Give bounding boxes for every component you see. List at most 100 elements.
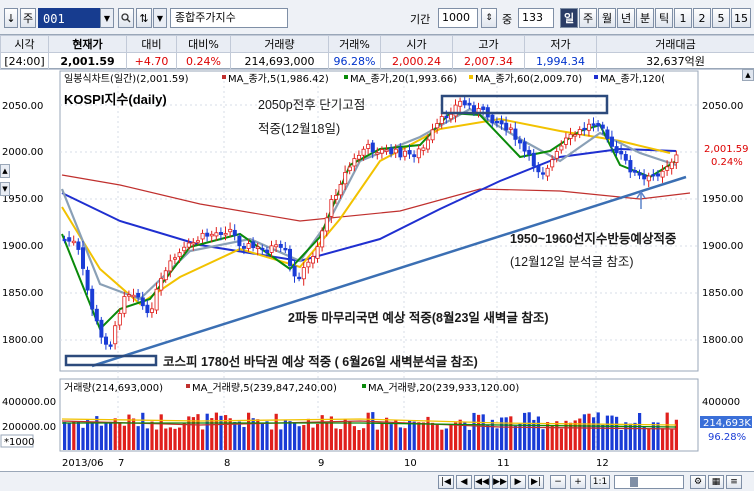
period-input[interactable]: 1000: [438, 8, 478, 28]
code-dropdown-button[interactable]: ▼: [100, 8, 114, 28]
volume-bar: [311, 427, 315, 450]
candle-body: [642, 174, 647, 180]
tab-15[interactable]: 15: [731, 8, 751, 28]
volume-bar: [647, 428, 651, 450]
zoom-slider[interactable]: [614, 475, 684, 489]
volume-bar: [569, 422, 573, 450]
header-high: 고가: [452, 35, 525, 53]
volume-bar: [118, 422, 122, 450]
candle-body: [122, 296, 127, 314]
volume-bar: [260, 422, 264, 450]
menu-button[interactable]: ≡: [726, 475, 742, 489]
count-label: 중: [502, 13, 513, 26]
volume-bar: [251, 418, 255, 450]
candle-body: [550, 159, 555, 168]
candle-body: [504, 122, 509, 131]
candle-body: [633, 170, 638, 173]
tab-minute[interactable]: 분: [636, 8, 654, 28]
tab-monthly[interactable]: 월: [598, 8, 616, 28]
chevron-down-icon: ▼: [103, 13, 111, 23]
candle-body: [356, 154, 361, 160]
count-input[interactable]: 133: [518, 8, 554, 28]
candle-body: [269, 245, 274, 253]
candle-body: [149, 308, 154, 313]
tab-1[interactable]: 1: [674, 8, 692, 28]
candle-body: [81, 247, 86, 269]
volume-bar: [145, 428, 149, 450]
volume-bar: [293, 423, 297, 450]
zoom-level[interactable]: 1:1: [590, 475, 610, 489]
legend-ma20-swatch: [344, 75, 348, 79]
y-tick-2000: 2000.00: [2, 147, 43, 158]
tab-yearly[interactable]: 년: [617, 8, 635, 28]
prev-page-button[interactable]: ◀: [456, 475, 472, 489]
zoom-out-button[interactable]: −: [550, 475, 566, 489]
candle-body: [407, 150, 412, 155]
vol-right-badge-pct: 96.28%: [708, 432, 746, 443]
volume-bar: [343, 418, 347, 450]
stock-name-field[interactable]: 종합주가지수: [170, 8, 288, 28]
volume-bar: [76, 421, 80, 450]
volume-bar: [132, 418, 136, 450]
search-button[interactable]: [118, 8, 134, 28]
candle-body: [669, 161, 674, 169]
fast-forward-button[interactable]: ▶▶: [492, 475, 508, 489]
scroll-down-button[interactable]: ▼: [0, 182, 10, 196]
legend-ma120-swatch: [594, 75, 598, 79]
tab-2[interactable]: 2: [693, 8, 711, 28]
volume-bar: [362, 428, 366, 450]
sort-button[interactable]: ⇅: [136, 8, 152, 28]
candle-body: [104, 336, 109, 345]
volume-bar: [127, 414, 131, 450]
annotation-rebound-line2: (12월12일 분석글 참조): [510, 255, 634, 269]
candle-body: [329, 199, 334, 217]
price-chart[interactable]: 일봉식차트(일간)(2,001.59) MA_종가,5(1,986.42) MA…: [0, 69, 754, 471]
sort-dropdown-button[interactable]: ▼: [153, 8, 167, 28]
scroll-top-button[interactable]: ▲: [742, 69, 754, 81]
volume-bar: [449, 424, 453, 450]
grid-button[interactable]: ▦: [708, 475, 724, 489]
last-page-button[interactable]: ▶|: [528, 475, 544, 489]
candle-body: [237, 235, 242, 247]
down-arrow-button[interactable]: ↓: [4, 8, 18, 28]
header-volume: 거래량: [230, 35, 329, 53]
volume-bar: [592, 417, 596, 450]
volume-bar: [504, 417, 508, 450]
candle-body: [347, 166, 352, 172]
fast-back-button[interactable]: ◀◀: [474, 475, 490, 489]
candle-body: [232, 229, 237, 236]
tab-daily[interactable]: 일: [560, 8, 578, 28]
candle-body: [324, 217, 329, 232]
volume-bar: [159, 414, 163, 450]
candle-body: [352, 158, 357, 167]
volume-bar: [375, 429, 379, 450]
tab-weekly[interactable]: 주: [579, 8, 597, 28]
settings-button[interactable]: ⚙: [690, 475, 706, 489]
value-open: 2,000.24: [380, 52, 453, 70]
search-icon: [121, 13, 131, 23]
candle-body: [610, 136, 615, 147]
zoom-in-button[interactable]: +: [570, 475, 586, 489]
scroll-up-button[interactable]: ▲: [0, 164, 10, 178]
spin-button[interactable]: ⇕: [481, 8, 497, 28]
volume-bar: [477, 414, 481, 450]
stock-code-input[interactable]: 001: [38, 8, 100, 28]
candle-body: [564, 137, 569, 145]
candle-body: [62, 238, 67, 242]
volume-bar: [426, 416, 430, 450]
tab-tick[interactable]: 틱: [655, 8, 673, 28]
index-title: KOSPI지수(daily): [64, 92, 167, 107]
first-page-button[interactable]: |◀: [438, 475, 454, 489]
value-amount: 32,637억원: [596, 52, 754, 70]
type-toggle-button[interactable]: 주: [20, 8, 36, 28]
volume-bar: [205, 413, 209, 450]
volume-bar: [578, 418, 582, 450]
y-tick-1800: 1800.00: [2, 335, 43, 346]
zoom-slider-thumb[interactable]: [630, 477, 638, 487]
next-page-button[interactable]: ▶: [510, 475, 526, 489]
value-volume-pct: 96.28%: [328, 52, 381, 70]
chart-area[interactable]: ▲ ▼ 일봉식차트(일간)(2,001.59) MA_종가,5(1,986.42…: [0, 69, 754, 489]
candle-body: [209, 233, 214, 237]
tab-5[interactable]: 5: [712, 8, 730, 28]
candle-body: [379, 149, 384, 154]
